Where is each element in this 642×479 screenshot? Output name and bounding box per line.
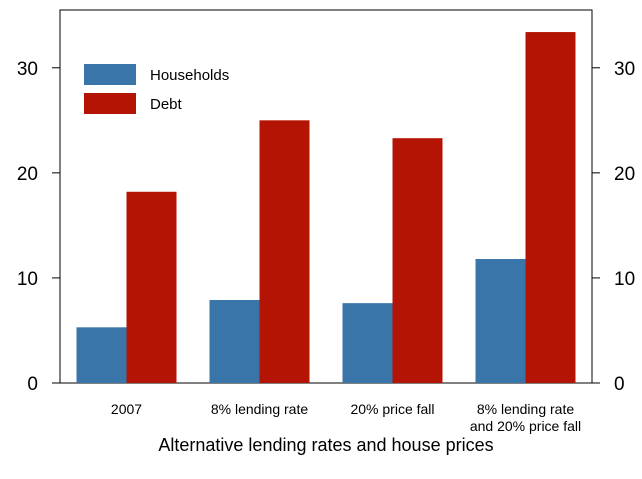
x-axis-label: Alternative lending rates and house pric… xyxy=(158,435,493,455)
legend-swatch-households xyxy=(84,64,136,85)
category-label: 2007 xyxy=(111,401,142,417)
bar-debt-0 xyxy=(126,191,177,383)
y-tick-label-right: 0 xyxy=(614,374,625,395)
bar-households-2 xyxy=(342,303,393,383)
category-labels: 2007 8% lending rate 20% price fall 8% lend… xyxy=(111,401,581,434)
y-tick-label-right: 30 xyxy=(614,59,635,80)
bar-households-1 xyxy=(209,299,260,383)
legend-swatch-debt xyxy=(84,93,136,114)
bar-households-3 xyxy=(475,259,526,383)
legend-label-households: Households xyxy=(150,67,229,84)
y-tick-label-left: 10 xyxy=(17,269,38,290)
y-tick-label-left: 30 xyxy=(17,59,38,80)
category-label: and 20% price fall xyxy=(470,418,581,434)
category-label: 8% lending rate xyxy=(477,401,575,417)
bar-debt-3 xyxy=(525,32,576,383)
legend-label-debt: Debt xyxy=(150,96,183,113)
category-label: 8% lending rate xyxy=(211,401,309,417)
y-tick-label-right: 20 xyxy=(614,164,635,185)
bar-households-0 xyxy=(76,327,127,383)
y-tick-label-left: 20 xyxy=(17,164,38,185)
bars xyxy=(76,32,576,383)
bar-debt-1 xyxy=(259,120,310,383)
y-tick-label-right: 10 xyxy=(614,269,635,290)
y-tick-label-left: 0 xyxy=(27,374,38,395)
plot-area xyxy=(59,9,593,384)
bar-debt-2 xyxy=(392,138,443,383)
axes: 0 0 10 10 20 20 30 30 xyxy=(17,59,635,395)
legend: Households Debt xyxy=(84,64,229,114)
category-label: 20% price fall xyxy=(350,401,434,417)
